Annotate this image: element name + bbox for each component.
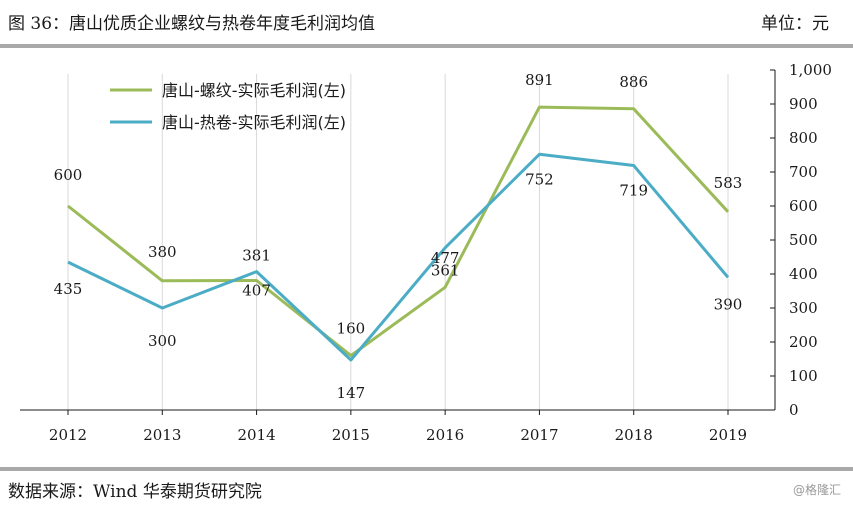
header: 图 36：唐山优质企业螺纹与热卷年度毛利润均值 单位：元 [0,0,853,44]
data-label-rebar: 380 [148,243,177,261]
y-tick-label: 1,000 [789,61,832,79]
top-divider [0,44,853,48]
data-label-rebar: 361 [431,261,460,279]
data-label-rebar: 160 [337,320,366,338]
legend-label-hotcoil: 唐山-热卷-实际毛利润(左) [162,113,346,132]
data-label-hotcoil: 477 [431,249,460,267]
x-axis-ticks: 2012 2013 2014 2015 2016 2017 2018 2019 [49,410,747,444]
line-chart: 2012 2013 2014 2015 2016 2017 2018 2019 0 100 200… [20,61,832,444]
data-label-hotcoil: 435 [54,280,83,298]
y-tick-label: 100 [789,367,818,385]
y-tick-label: 0 [789,401,799,419]
watermark: @格隆汇 [792,483,841,497]
data-label-rebar: 381 [242,246,271,264]
series-lines [67,105,730,362]
data-label-hotcoil: 300 [148,332,177,350]
x-tick-label: 2013 [143,426,181,444]
x-tick-label: 2014 [237,426,275,444]
y-tick-label: 800 [789,129,818,147]
data-labels: 600 380 381 160 361 891 886 583 435 300 407 147 477 7… [54,71,743,402]
y-tick-label: 500 [789,231,818,249]
data-label-rebar: 886 [619,73,648,91]
x-tick-label: 2018 [615,426,653,444]
figure-title: 图 36：唐山优质企业螺纹与热卷年度毛利润均值 [8,14,376,34]
legend-label-rebar: 唐山-螺纹-实际毛利润(左) [162,81,346,100]
data-label-hotcoil: 752 [525,170,554,188]
y-tick-label: 200 [789,333,818,351]
data-label-hotcoil: 147 [337,384,366,402]
y-tick-label: 700 [789,163,818,181]
rebar-line [67,105,730,358]
x-tick-label: 2012 [49,426,87,444]
unit-label: 单位：元 [761,14,829,34]
y-tick-label: 900 [789,95,818,113]
data-label-hotcoil: 719 [619,182,648,200]
data-label-hotcoil: 407 [242,282,271,300]
data-label-rebar: 583 [714,174,743,192]
legend: 唐山-螺纹-实际毛利润(左) 唐山-热卷-实际毛利润(左) [110,81,346,132]
y-tick-label: 600 [789,197,818,215]
x-tick-label: 2016 [426,426,464,444]
x-tick-label: 2015 [332,426,370,444]
bottom-divider [0,467,853,471]
data-label-rebar: 600 [54,166,83,184]
data-label-hotcoil: 390 [714,295,743,313]
y-tick-label: 400 [789,265,818,283]
hotcoil-line [67,152,730,362]
data-label-rebar: 891 [525,71,554,89]
x-tick-label: 2017 [520,426,558,444]
y-tick-label: 300 [789,299,818,317]
x-tick-label: 2019 [709,426,747,444]
source-note: 数据来源：Wind 华泰期货研究院 [8,482,262,502]
y-axis-ticks: 0 100 200 300 400 500 600 700 800 900 1,000 [770,61,832,419]
